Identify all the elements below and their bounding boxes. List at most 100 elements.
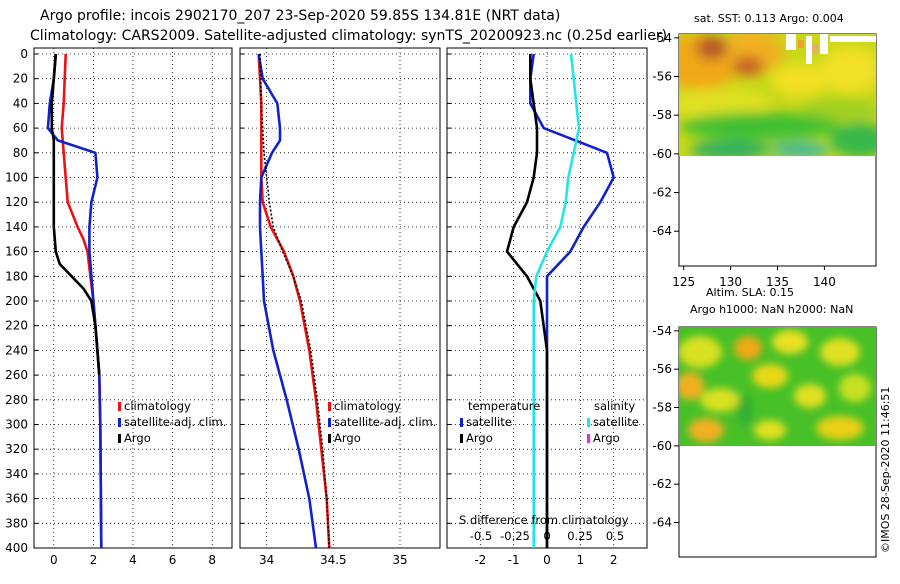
legend-climatology: climatology	[124, 399, 191, 413]
depth-tick-label: 220	[5, 319, 28, 333]
lat-tick-label: -62	[652, 186, 672, 200]
legend-climatology: climatology	[334, 399, 401, 413]
lat-tick-label: -60	[652, 439, 672, 453]
x-tick-label: -2	[474, 553, 486, 567]
title-line-2: Climatology: CARS2009. Satellite-adjuste…	[30, 28, 667, 44]
legend-argo: Argo	[124, 431, 151, 445]
sdiff-tick-label: 0.5	[606, 529, 624, 543]
salinity-panel: 34 34.5 35 climatology satellite-adj. clim…	[239, 47, 441, 567]
legend-sal-satellite: satellite	[593, 415, 639, 429]
legend-swatch-sal-satellite	[587, 418, 590, 427]
depth-tick-label: 80	[13, 146, 28, 160]
legend-swatch-temp-satellite	[460, 418, 463, 427]
depth-tick-label: 160	[5, 245, 28, 259]
temperature-lines	[46, 53, 103, 549]
x-tick-label: 0	[50, 553, 58, 567]
sst-missing-patches	[786, 34, 876, 64]
depth-tick-label: 400	[5, 541, 28, 555]
depth-tick-label: 240	[5, 343, 28, 357]
difference-panel: -2 -1 0 1 2 temperature satellite Argo salin…	[446, 47, 648, 567]
legend-swatch-satellite	[328, 418, 331, 427]
difference-lines	[505, 53, 616, 548]
x-tick-label: 4	[129, 553, 137, 567]
sst-lon-labels: 125 130 135 140	[672, 266, 836, 289]
legend-temperature-title: temperature	[468, 399, 540, 413]
salinity-tick-labels: 34 34.5 35	[259, 553, 408, 567]
sla-map: Altim. SLA: 0.15 Argo h1000: NaN h2000: …	[652, 286, 877, 558]
salinity-legend: climatology satellite-adj. clim. Argo	[328, 399, 436, 445]
series-argo	[50, 53, 101, 376]
x-tick-label: 34	[259, 553, 274, 567]
sla-map-title-2: Argo h1000: NaN h2000: NaN	[690, 303, 853, 316]
difference-tick-labels: -2 -1 0 1 2	[474, 553, 617, 567]
depth-tick-label: 20	[13, 72, 28, 86]
temperature-legend: climatology satellite-adj. clim. Argo	[118, 399, 226, 445]
legend-swatch-satellite	[118, 418, 121, 427]
lon-tick-label: 125	[672, 275, 695, 289]
difference-legend: temperature satellite Argo salinity sate…	[460, 399, 639, 445]
temperature-panel: 0204060801001201401601802002202402602803…	[5, 47, 233, 567]
depth-tick-label: 40	[13, 96, 28, 110]
depth-tick-label: 320	[5, 442, 28, 456]
lon-tick-label: 140	[813, 275, 836, 289]
x-tick-label: 1	[577, 553, 585, 567]
depth-tick-label: 380	[5, 516, 28, 530]
lat-tick-label: -64	[652, 224, 672, 238]
legend-temp-argo: Argo	[466, 431, 493, 445]
depth-tick-label: 100	[5, 171, 28, 185]
difference-xlabel: S difference from climatology	[459, 513, 629, 527]
salinity-difference-tick-labels: -0.5 -0.25 0 0.25 0.5	[470, 529, 624, 543]
depth-tick-label: 300	[5, 418, 28, 432]
legend-satellite: satellite-adj. clim.	[124, 415, 226, 429]
lat-tick-label: -64	[652, 516, 672, 530]
lat-tick-label: -60	[652, 147, 672, 161]
depth-tick-label: 360	[5, 492, 28, 506]
sdiff-tick-label: 0	[543, 529, 550, 543]
sst-map-title: sat. SST: 0.113 Argo: 0.004	[694, 12, 844, 25]
depth-tick-label: 0	[20, 47, 28, 61]
salinity-panel-frame	[239, 47, 441, 549]
depth-tick-label: 200	[5, 294, 28, 308]
sdiff-tick-label: -0.5	[470, 529, 492, 543]
lat-tick-label: -58	[652, 401, 672, 415]
depth-tick-label: 280	[5, 393, 28, 407]
x-tick-label: 2	[610, 553, 618, 567]
depth-tick-label: 180	[5, 269, 28, 283]
depth-tick-label: 260	[5, 368, 28, 382]
legend-salinity-title: salinity	[594, 399, 635, 413]
salinity-grid	[240, 48, 440, 549]
depth-tick-label: 140	[5, 220, 28, 234]
x-tick-label: 35	[392, 553, 407, 567]
lat-tick-label: -56	[652, 362, 672, 376]
x-tick-label: 2	[90, 553, 98, 567]
x-tick-label: 0	[543, 553, 551, 567]
legend-swatch-climatology	[118, 402, 121, 411]
x-tick-label: 6	[169, 553, 177, 567]
salinity-lines	[257, 53, 331, 549]
x-tick-label: 34.5	[320, 553, 347, 567]
sst-map: sat. SST: 0.113 Argo: 0.004	[652, 12, 877, 289]
series-temp-argo	[505, 54, 549, 548]
lat-tick-label: -58	[652, 108, 672, 122]
legend-temp-satellite: satellite	[466, 415, 512, 429]
sla-map-title-1: Altim. SLA: 0.15	[706, 286, 794, 299]
sla-field	[679, 327, 876, 446]
sla-lat-labels: -54 -56 -58 -60 -62 -64	[652, 324, 679, 530]
lon-tick-label: 130	[719, 275, 742, 289]
sdiff-tick-label: 0.25	[567, 529, 593, 543]
title-line-1: Argo profile: incois 2902170_207 23-Sep-…	[40, 8, 560, 24]
lat-tick-label: -62	[652, 477, 672, 491]
legend-swatch-climatology	[328, 402, 331, 411]
legend-argo: Argo	[334, 431, 361, 445]
sdiff-tick-label: -0.25	[500, 529, 530, 543]
sst-field	[679, 34, 876, 156]
x-tick-label: 8	[208, 553, 216, 567]
legend-swatch-argo	[328, 434, 331, 443]
depth-tick-label: 60	[13, 121, 28, 135]
series-satellite	[257, 53, 318, 549]
legend-swatch-sal-argo	[587, 434, 590, 443]
lat-tick-label: -54	[652, 31, 672, 45]
depth-tick-labels: 0 20 40 60 80 100 120 140 160 180 200 220 240 260 280 3…	[5, 47, 28, 555]
lat-tick-label: -56	[652, 70, 672, 84]
